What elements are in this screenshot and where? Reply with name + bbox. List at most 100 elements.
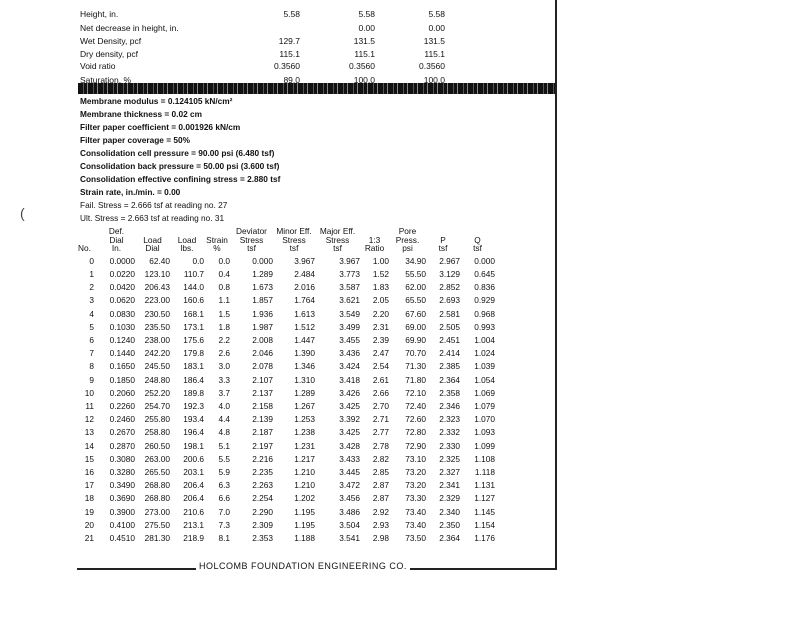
table-cell: 3.0	[218, 361, 230, 372]
table-cell: 2.2	[218, 335, 230, 345]
property-label: Wet Density, pcf	[80, 36, 142, 46]
table-cell: 69.90	[405, 335, 426, 345]
property-value: 115.1	[424, 49, 445, 59]
table-cell: 2.39	[372, 335, 389, 345]
table-cell: 73.40	[405, 519, 426, 530]
table-cell: 0.0	[218, 255, 230, 266]
footer-rule-right	[410, 568, 556, 570]
table-row: 14 0.2870 260.50 198.1 5.1 2.197 1.231 3.428 2.7…	[78, 440, 495, 453]
table-cell: 1.310	[294, 374, 315, 385]
table-cell: 3.418	[339, 374, 360, 385]
table-cell: 0.0	[192, 255, 204, 266]
table-cell: 5.9	[218, 467, 230, 478]
table-cell: 1.093	[474, 427, 495, 438]
table-cell: 2.290	[252, 506, 273, 517]
table-cell: 1.8	[218, 321, 230, 332]
table-cell: 3.455	[339, 335, 360, 345]
table-cell: 2.87	[372, 493, 389, 504]
table-cell: 0.3490	[109, 480, 135, 491]
table-cell: 2.235	[252, 467, 273, 478]
table-cell: 2.47	[372, 348, 389, 359]
table-row: 4 0.0830 230.50 168.1 1.5 1.936 1.613 3.549 2.20…	[78, 308, 495, 321]
table-cell: 1.987	[252, 321, 273, 332]
table-cell: 3.426	[339, 387, 360, 398]
table-cell: 203.1	[183, 467, 204, 478]
table-cell: 254.70	[144, 401, 170, 412]
table-row: 11 0.2260 254.70 192.3 4.0 2.158 1.267 3.425 2.7…	[78, 400, 495, 413]
table-cell: 7.3	[218, 519, 230, 530]
table-cell: 252.20	[144, 387, 170, 398]
note-line: Membrane modulus = 0.124105 kN/cm²	[80, 96, 233, 106]
redacted-band	[78, 83, 555, 94]
column-header: Def. Dial In.	[108, 226, 125, 254]
table-cell: 200.6	[183, 453, 204, 464]
table-cell: 206.43	[144, 282, 170, 293]
table-cell: 3.392	[339, 414, 360, 425]
table-row: 13 0.2670 258.80 196.4 4.8 2.187 1.238 3.425 2.7…	[78, 426, 495, 439]
table-cell: 2.967	[439, 255, 460, 266]
table-cell: 2.016	[294, 282, 315, 293]
property-value: 131.5	[423, 36, 445, 46]
table-cell: 2.484	[294, 268, 315, 279]
table-cell: 0.3080	[109, 453, 135, 464]
property-value: 89.0	[283, 75, 300, 85]
table-cell: 2.187	[252, 427, 273, 438]
table-cell: 71.80	[405, 374, 426, 385]
table-cell: 1.145	[474, 506, 495, 517]
table-cell: 62.00	[405, 282, 426, 293]
table-cell: 173.1	[183, 321, 204, 332]
table-cell: 230.50	[144, 308, 170, 319]
table-cell: 1	[89, 268, 94, 279]
table-cell: 2.77	[372, 427, 389, 438]
table-cell: 0.3900	[109, 506, 135, 517]
table-cell: 2.61	[372, 374, 389, 385]
table-row: 0 0.0000 62.40 0.0 0.0 0.000 3.967 3.967 1.00 34.…	[78, 255, 495, 268]
table-cell: 3.967	[294, 255, 315, 266]
table-cell: 0.2260	[109, 401, 135, 412]
table-cell: 8	[89, 361, 94, 372]
table-cell: 1.83	[372, 282, 389, 293]
table-cell: 3.456	[339, 493, 360, 504]
table-cell: 1.210	[294, 480, 315, 491]
note-line: Filter paper coverage = 50%	[80, 135, 190, 145]
table-cell: 0.4510	[109, 533, 135, 544]
table-cell: 0.2460	[109, 414, 135, 425]
table-cell: 14	[84, 440, 94, 451]
table-cell: 2.046	[252, 348, 273, 359]
table-cell: 3.425	[339, 401, 360, 412]
table-cell: 3.499	[339, 321, 360, 332]
table-cell: 186.4	[183, 374, 204, 385]
table-cell: 2.364	[439, 374, 460, 385]
table-cell: 17	[84, 480, 94, 491]
note-line: Membrane thickness = 0.02 cm	[80, 109, 202, 119]
table-cell: 9	[89, 374, 94, 385]
table-cell: 1.024	[474, 348, 495, 359]
table-cell: 0.929	[474, 295, 495, 306]
table-cell: 2.414	[439, 348, 460, 359]
table-cell: 2.309	[252, 519, 273, 530]
table-cell: 73.20	[405, 467, 426, 478]
property-value: 100.0	[353, 75, 375, 85]
table-cell: 2.139	[252, 414, 273, 425]
table-cell: 3.541	[339, 533, 360, 544]
table-cell: 1.188	[294, 533, 315, 544]
table-cell: 2.71	[372, 414, 389, 425]
table-cell: 0.2670	[109, 427, 135, 438]
table-cell: 179.8	[183, 348, 204, 359]
table-cell: 11	[85, 401, 94, 412]
table-header-row: No. Def. Dial In. Load Dial Load lbs. Strain% Dev…	[78, 227, 495, 255]
table-cell: 67.60	[405, 308, 426, 319]
column-header: Minor Eff. Stress tsf	[276, 226, 312, 254]
property-value: 115.1	[354, 49, 375, 59]
table-cell: 3.129	[439, 268, 460, 279]
table-cell: 206.4	[183, 493, 204, 504]
table-cell: 2.340	[439, 506, 460, 517]
table-row: 1 0.0220 123.10 110.7 0.4 1.289 2.484 3.773 1.52…	[78, 268, 495, 281]
table-cell: 2.327	[439, 467, 460, 478]
table-cell: 72.40	[405, 401, 426, 412]
table-cell: 2.346	[439, 401, 460, 412]
table-cell: 3.472	[339, 480, 360, 491]
table-cell: 210.6	[183, 506, 204, 517]
table-cell: 2.92	[372, 506, 389, 517]
property-value: 100.0	[423, 75, 445, 85]
